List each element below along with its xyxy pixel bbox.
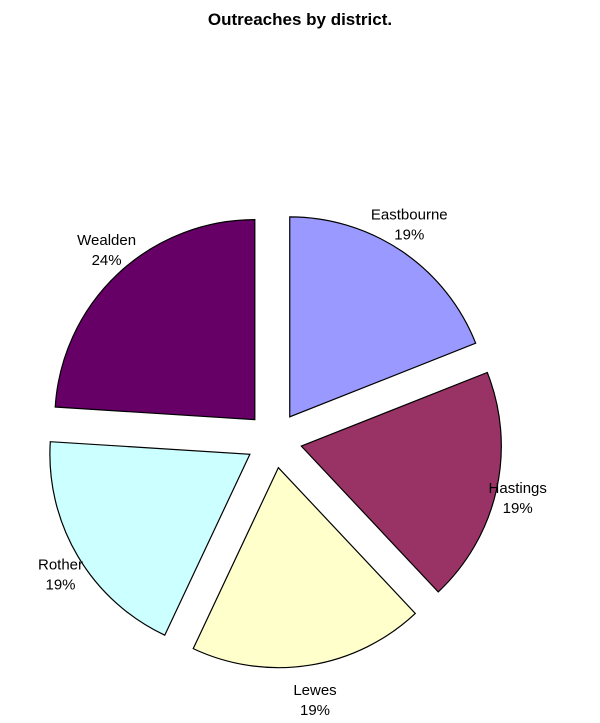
pie-labels: Eastbourne 19% Hastings 19% Lewes 19% Rother 19… (38, 206, 547, 719)
pie-label-wealden: Wealden 24% (77, 232, 136, 269)
pie-slice-rother (49, 441, 251, 637)
pie-label-value: 19% (503, 500, 533, 517)
pie-slice-wealden (54, 218, 256, 421)
chart-title: Outreaches by district. (207, 10, 393, 29)
pie-slice-eastbourne (289, 216, 477, 418)
pie-label-name: Rother (38, 556, 83, 573)
pie-label-name: Wealden (77, 232, 136, 249)
pie-label-lewes: Lewes 19% (293, 682, 336, 719)
pie-label-name: Eastbourne (371, 206, 448, 223)
pie-label-value: 19% (394, 226, 424, 243)
pie-label-value: 19% (45, 576, 75, 593)
pie-label-value: 19% (300, 702, 330, 719)
pie-label-value: 24% (92, 252, 122, 269)
pie-slice-hastings (300, 371, 502, 593)
pie-label-rother: Rother 19% (38, 556, 83, 593)
pie-label-name: Hastings (489, 480, 547, 497)
pie-label-name: Lewes (293, 682, 336, 699)
pie-slice-lewes (192, 466, 417, 669)
pie-label-eastbourne: Eastbourne 19% (371, 206, 448, 243)
pie-label-hastings: Hastings 19% (489, 480, 547, 517)
pie-slices (49, 216, 502, 669)
